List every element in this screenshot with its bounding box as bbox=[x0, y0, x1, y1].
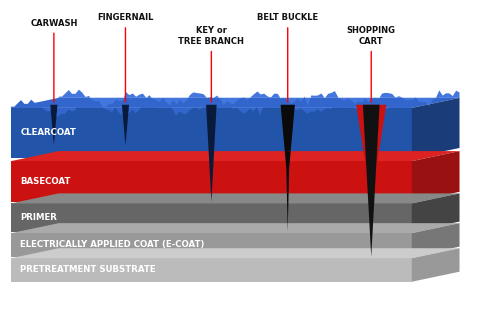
Text: KEY or
TREE BRANCH: KEY or TREE BRANCH bbox=[179, 27, 244, 102]
Polygon shape bbox=[59, 90, 459, 107]
Polygon shape bbox=[11, 151, 459, 161]
Polygon shape bbox=[11, 161, 412, 202]
Text: BASECOAT: BASECOAT bbox=[21, 177, 71, 186]
Polygon shape bbox=[412, 193, 459, 232]
Polygon shape bbox=[412, 248, 459, 282]
Polygon shape bbox=[412, 98, 459, 158]
Polygon shape bbox=[281, 105, 295, 232]
Text: FINGERNAIL: FINGERNAIL bbox=[97, 13, 154, 102]
Polygon shape bbox=[412, 151, 459, 202]
Text: CARWASH: CARWASH bbox=[30, 19, 78, 102]
Polygon shape bbox=[11, 193, 459, 204]
Polygon shape bbox=[412, 223, 459, 257]
Polygon shape bbox=[11, 204, 412, 232]
Polygon shape bbox=[11, 233, 412, 257]
Polygon shape bbox=[50, 105, 58, 145]
Text: SHOPPING
CART: SHOPPING CART bbox=[347, 27, 396, 102]
Text: PRETREATMENT SUBSTRATE: PRETREATMENT SUBSTRATE bbox=[21, 265, 156, 275]
Polygon shape bbox=[11, 100, 412, 117]
Polygon shape bbox=[11, 223, 459, 233]
Text: PRIMER: PRIMER bbox=[21, 213, 57, 222]
Polygon shape bbox=[11, 258, 412, 282]
Polygon shape bbox=[356, 105, 386, 202]
Text: CLEARCOAT: CLEARCOAT bbox=[21, 128, 76, 137]
Polygon shape bbox=[363, 105, 380, 257]
Polygon shape bbox=[122, 105, 129, 145]
Polygon shape bbox=[11, 108, 412, 158]
Text: BELT BUCKLE: BELT BUCKLE bbox=[257, 13, 318, 102]
Polygon shape bbox=[11, 98, 459, 108]
Polygon shape bbox=[206, 105, 216, 202]
Text: ELECTRICALLY APPLIED COAT (E-COAT): ELECTRICALLY APPLIED COAT (E-COAT) bbox=[21, 240, 205, 249]
Polygon shape bbox=[11, 248, 459, 258]
